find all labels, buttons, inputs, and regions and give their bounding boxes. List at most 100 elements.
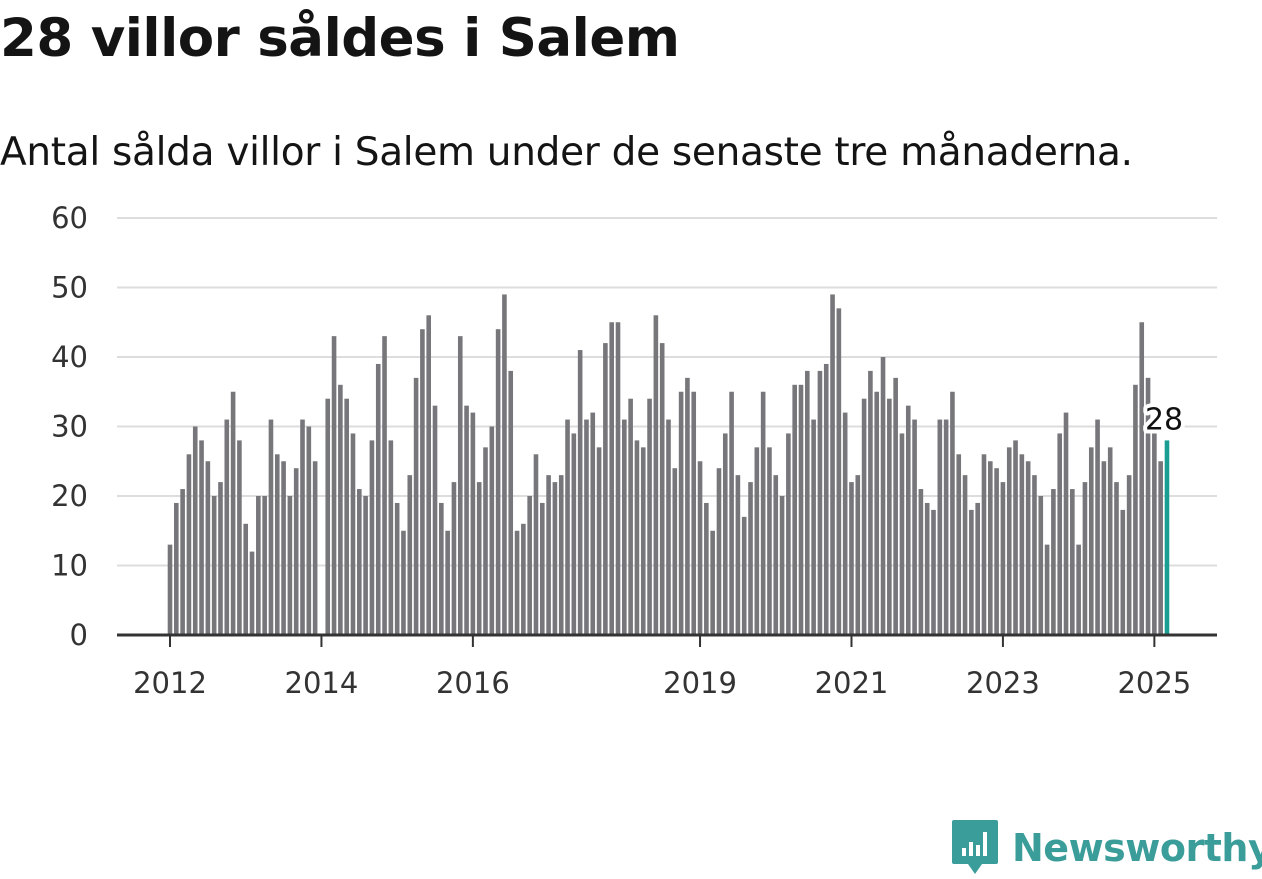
bar: [1095, 419, 1100, 635]
bar: [432, 405, 438, 635]
bar: [287, 496, 293, 635]
bar: [603, 343, 608, 635]
bar: [893, 377, 898, 635]
bar: [558, 475, 564, 635]
bar: [1088, 447, 1094, 635]
x-axis: 2012 2014 2016 2019 2021 2023 2025: [117, 633, 1217, 700]
bar: [596, 447, 602, 635]
bar: [628, 398, 633, 635]
bar: [382, 336, 387, 635]
bar: [174, 502, 179, 635]
bar: [199, 440, 204, 635]
bar: [413, 377, 419, 635]
bar: [464, 405, 469, 635]
bar: [205, 461, 211, 635]
bar: [874, 391, 880, 635]
bar: [1070, 489, 1075, 635]
bar: [716, 468, 722, 635]
bar: [805, 370, 810, 635]
annotation: 28: [1141, 398, 1187, 441]
bar: [672, 468, 678, 635]
bar: [1107, 447, 1113, 635]
bar: [256, 496, 261, 635]
bar: [697, 461, 703, 635]
highlight-value-label: 28: [1145, 402, 1183, 437]
bar: [1114, 482, 1119, 635]
bar: [357, 489, 362, 635]
bar: [905, 405, 911, 635]
bar: [767, 447, 772, 635]
bar: [186, 454, 192, 635]
bar: [956, 454, 962, 635]
bar: [1006, 447, 1012, 635]
newsworthy-logo-icon: [952, 820, 998, 874]
bar: [369, 440, 375, 635]
bar: [1032, 475, 1037, 635]
bar: [439, 502, 444, 635]
bar: [666, 419, 671, 635]
bar: [691, 391, 697, 635]
bar: [950, 391, 955, 635]
bar: [407, 475, 413, 635]
bar: [924, 502, 930, 635]
bar: [685, 377, 690, 635]
bar: [918, 489, 924, 635]
bar: [722, 433, 728, 635]
bar: [546, 475, 551, 635]
bar: [502, 294, 507, 635]
bar: [786, 433, 791, 635]
bar: [483, 447, 488, 635]
bar: [704, 502, 709, 635]
bar: [817, 370, 823, 635]
bar: [306, 426, 312, 635]
bar: [192, 426, 198, 635]
bar: [1152, 433, 1157, 635]
bar: [849, 482, 854, 635]
bar: [880, 357, 886, 635]
x-tick-label: 2021: [815, 666, 889, 700]
bar: [634, 440, 640, 635]
bar: [457, 336, 463, 635]
y-tick-label: 20: [51, 479, 88, 513]
bar: [394, 502, 400, 635]
bar: [521, 523, 526, 635]
bar: [514, 530, 520, 635]
bar: [375, 363, 381, 635]
bar: [748, 482, 753, 635]
y-tick-label: 30: [51, 410, 88, 444]
bar: [773, 475, 779, 635]
bar: [584, 419, 589, 635]
bar: [300, 419, 305, 635]
bar: [224, 419, 230, 635]
bar: [811, 419, 816, 635]
bar: [218, 482, 223, 635]
bar: [760, 391, 766, 635]
bar: [331, 336, 337, 635]
bar: [779, 496, 785, 635]
bar: [735, 475, 741, 635]
bar: [1038, 496, 1044, 635]
bar: [741, 516, 747, 635]
bar: [1139, 322, 1145, 635]
y-tick-label: 10: [51, 549, 88, 583]
bar: [1158, 461, 1163, 635]
bar: [426, 315, 432, 635]
bar: [855, 475, 861, 635]
y-tick-label: 0: [70, 618, 88, 652]
bar: [508, 370, 514, 635]
bars: [167, 294, 1170, 635]
bar: [363, 496, 368, 635]
bar: [962, 475, 968, 635]
x-tick-label: 2014: [285, 666, 359, 700]
bar: [237, 440, 242, 635]
bar-highlight: [1164, 440, 1170, 635]
bar: [943, 419, 949, 635]
bar: [937, 419, 943, 635]
newsworthy-logo[interactable]: Newsworthy: [950, 818, 1262, 878]
bar: [615, 322, 621, 635]
bar: [533, 454, 539, 635]
bar: [710, 530, 715, 635]
bar: [344, 398, 349, 635]
y-axis-labels: 0 10 20 30 40 50 60: [51, 201, 88, 652]
